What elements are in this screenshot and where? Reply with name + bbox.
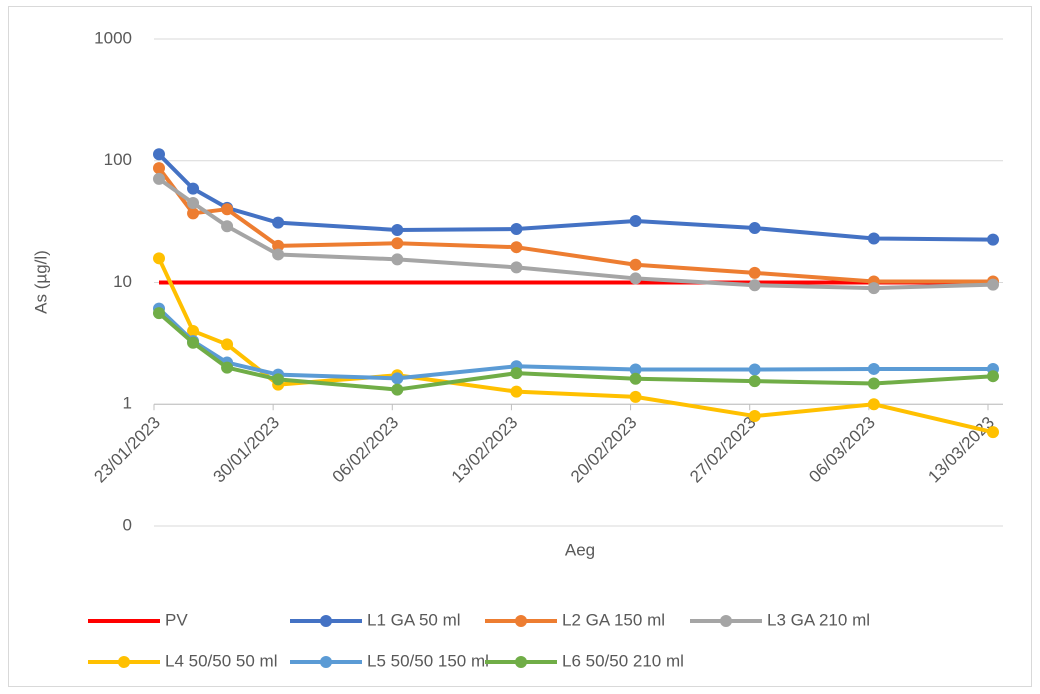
marker [221, 203, 234, 216]
marker [867, 232, 880, 245]
marker [272, 373, 285, 386]
marker [867, 398, 880, 411]
marker [391, 253, 404, 266]
chart-frame [8, 6, 1032, 687]
marker [748, 410, 761, 423]
marker [629, 363, 642, 376]
series-line [157, 311, 994, 392]
marker [629, 214, 642, 227]
marker [391, 383, 404, 396]
marker [187, 196, 200, 209]
marker [187, 336, 200, 349]
legend-label: PV [165, 610, 188, 629]
legend-marker [720, 615, 732, 627]
legend-marker [515, 656, 527, 668]
marker [153, 148, 165, 161]
marker [987, 233, 999, 246]
marker [153, 172, 165, 185]
marker [272, 216, 285, 229]
marker [153, 162, 165, 175]
series-line [157, 307, 993, 381]
legend-label: L5 50/50 150 ml [367, 651, 489, 670]
y-axis-label: As (µg/l) [31, 250, 50, 314]
marker [867, 362, 880, 375]
marker [748, 266, 761, 279]
x-axis-label: Aeg [565, 540, 595, 559]
marker [187, 207, 200, 220]
marker [629, 272, 642, 285]
series-line [157, 177, 994, 291]
marker [272, 239, 285, 252]
marker [153, 252, 165, 265]
marker [391, 372, 404, 385]
series-line [157, 166, 993, 284]
marker [987, 278, 999, 291]
y-tick-label: 100 [104, 150, 132, 169]
marker [510, 367, 523, 380]
marker [629, 372, 642, 385]
y-tick-label: 1 [123, 394, 132, 413]
legend-label: L6 50/50 210 ml [562, 651, 684, 670]
marker [221, 361, 234, 374]
marker [748, 375, 761, 388]
marker [748, 279, 761, 292]
legend-marker [515, 615, 527, 627]
marker [510, 261, 523, 274]
series-line [157, 152, 994, 242]
marker [221, 220, 234, 233]
legend-marker [320, 615, 332, 627]
marker [391, 237, 404, 250]
marker [221, 338, 234, 351]
legend-marker [320, 656, 332, 668]
legend-label: L4 50/50 50 ml [165, 651, 277, 670]
marker [187, 182, 200, 195]
y-tick-label: 10 [113, 272, 132, 291]
series-line [157, 257, 994, 435]
marker [272, 248, 285, 261]
legend-label: L2 GA 150 ml [562, 610, 665, 629]
marker [748, 222, 761, 235]
marker [629, 258, 642, 271]
marker [629, 390, 642, 403]
marker [187, 324, 200, 337]
marker [867, 282, 880, 295]
legend-label: L3 GA 210 ml [767, 610, 870, 629]
y-tick-label: 0 [123, 515, 132, 534]
marker [510, 241, 523, 254]
marker [153, 307, 165, 320]
marker [987, 370, 999, 383]
marker [748, 363, 761, 376]
marker [391, 223, 404, 236]
marker [510, 385, 523, 398]
legend-label: L1 GA 50 ml [367, 610, 461, 629]
legend-marker [118, 656, 130, 668]
marker [867, 377, 880, 390]
marker [987, 426, 999, 439]
marker [510, 223, 523, 236]
y-tick-label: 1000 [94, 28, 132, 47]
